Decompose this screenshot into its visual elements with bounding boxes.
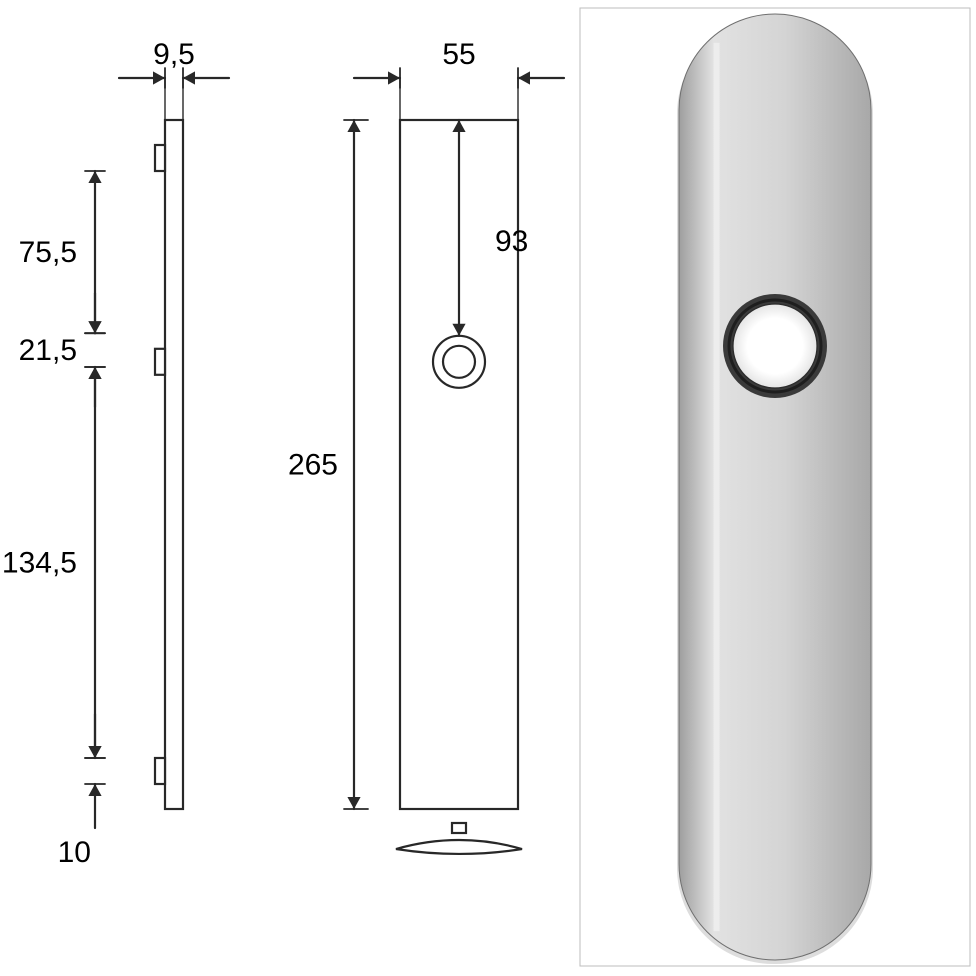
render-highlight xyxy=(714,43,720,931)
dim-134,5: 134,5 xyxy=(2,547,77,580)
dim-55: 55 xyxy=(442,38,475,71)
cross-section-stud xyxy=(452,823,466,833)
cross-section xyxy=(396,840,522,854)
side-view-body xyxy=(165,120,183,809)
side-view-nub xyxy=(155,758,165,784)
dim-75,5: 75,5 xyxy=(19,236,77,269)
render-plate xyxy=(679,14,871,960)
dim-93: 93 xyxy=(495,225,528,258)
dim-10: 10 xyxy=(58,836,91,869)
side-view-nub xyxy=(155,145,165,171)
dim-21,5: 21,5 xyxy=(19,334,77,367)
technical-drawing: 75,5 21,5 134,5 10 9,5 55 265 93 xyxy=(0,0,976,976)
render-hole xyxy=(733,304,817,388)
dim-265: 265 xyxy=(288,449,338,482)
side-view-nub xyxy=(155,349,165,375)
dim-9,5: 9,5 xyxy=(153,38,195,71)
